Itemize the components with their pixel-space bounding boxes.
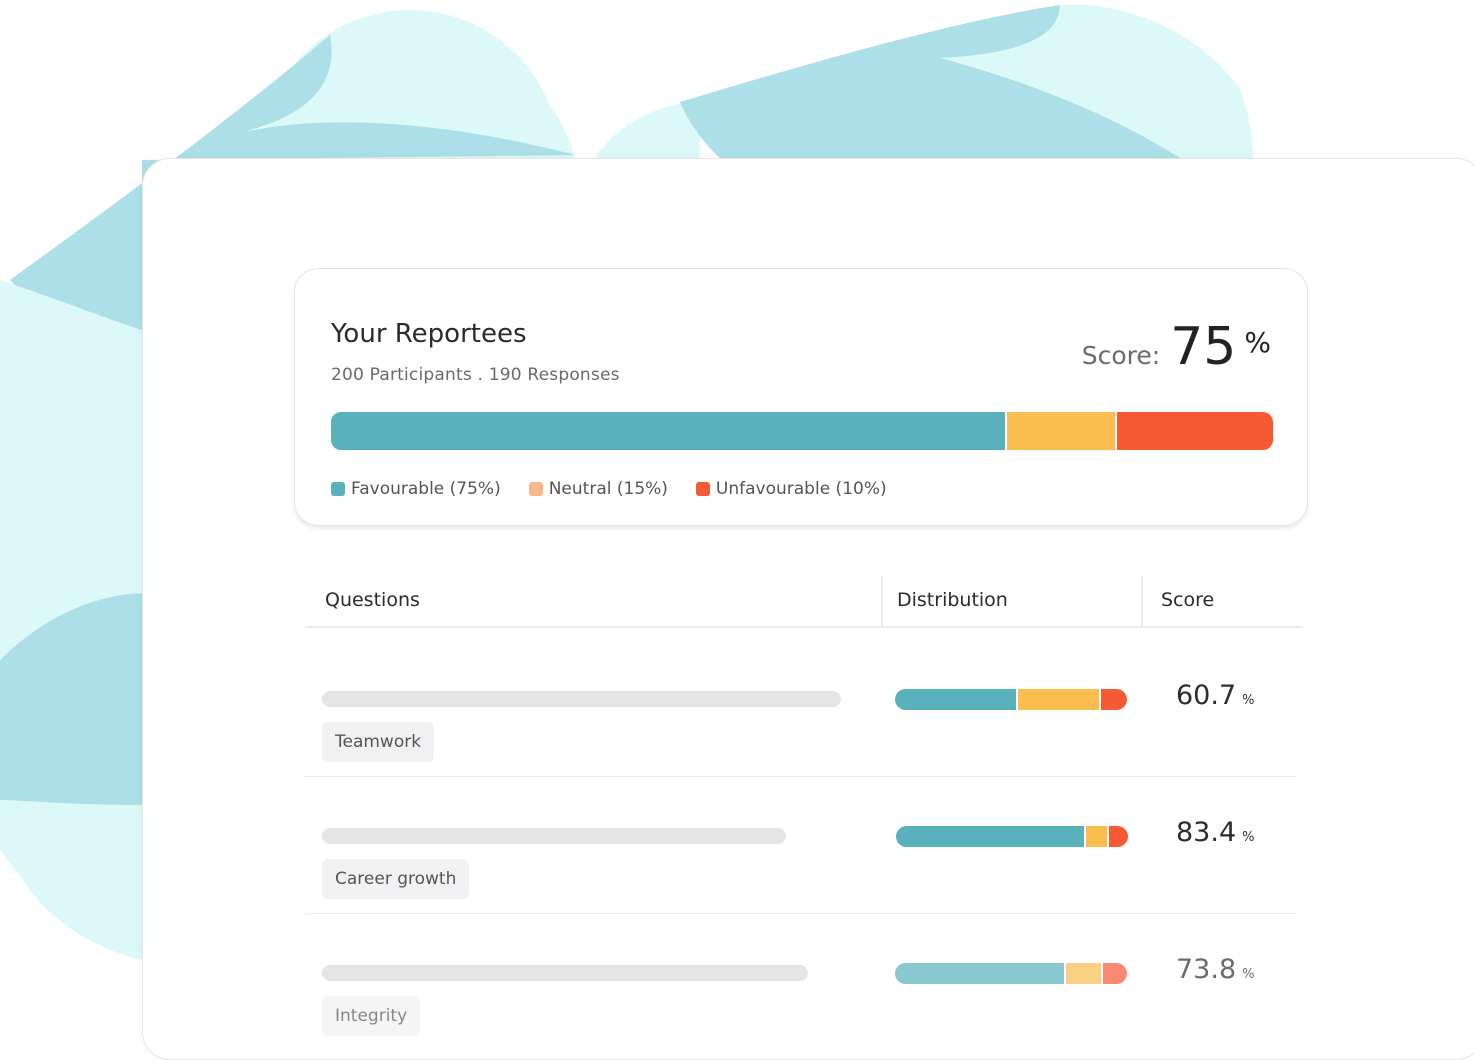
unfavourable-segment: [1101, 963, 1127, 984]
legend-label: Neutral (15%): [548, 479, 668, 499]
question-text-placeholder: [322, 965, 808, 981]
legend-swatch: [528, 482, 543, 496]
table-header: Questions Distribution Score: [305, 576, 1303, 628]
header-divider: [1141, 576, 1143, 626]
row-score: 83.4 %: [1176, 817, 1254, 848]
row-distribution-bar: [896, 826, 1128, 847]
header-distribution: Distribution: [897, 589, 1008, 611]
header-questions: Questions: [325, 589, 420, 611]
favourable-segment: [331, 412, 1005, 450]
row-divider: [305, 775, 1297, 777]
row-score-value: 83.4: [1176, 817, 1237, 848]
legend-swatch: [695, 482, 710, 496]
favourable-segment: [896, 826, 1084, 847]
legend-item: Neutral (15%): [528, 479, 668, 499]
overall-score: Score: 75 %: [1082, 321, 1271, 373]
row-score-unit: %: [1242, 967, 1255, 982]
table-row[interactable]: Career growth 83.4 %: [305, 777, 1297, 914]
legend-label: Unfavourable (10%): [715, 479, 887, 499]
favourable-segment: [895, 689, 1016, 710]
row-score: 60.7 %: [1176, 680, 1254, 711]
table-row[interactable]: Teamwork 60.7 %: [305, 640, 1297, 777]
legend: Favourable (75%) Neutral (15%) Unfavourabl…: [331, 479, 887, 499]
header-divider: [881, 576, 883, 626]
legend-item: Unfavourable (10%): [695, 479, 887, 499]
header-score: Score: [1161, 589, 1215, 611]
legend-label: Favourable (75%): [351, 479, 501, 499]
neutral-segment: [1064, 963, 1102, 984]
favourable-segment: [895, 963, 1065, 984]
table-row[interactable]: Integrity 73.8 %: [305, 914, 1297, 1051]
unfavourable-segment: [1099, 689, 1127, 710]
question-tag: Teamwork: [322, 722, 435, 762]
card-subtitle: 200 Participants . 190 Responses: [331, 365, 620, 385]
row-score-unit: %: [1242, 830, 1255, 845]
neutral-segment: [1083, 826, 1108, 847]
unfavourable-segment: [1114, 412, 1273, 450]
neutral-segment: [1004, 412, 1115, 450]
row-score-unit: %: [1242, 693, 1255, 708]
legend-swatch: [331, 482, 345, 496]
distribution-bar: [331, 412, 1273, 450]
unfavourable-segment: [1107, 826, 1128, 847]
question-text-placeholder: [322, 691, 841, 707]
neutral-segment: [1015, 689, 1100, 710]
row-score: 73.8 %: [1176, 954, 1254, 985]
row-score-value: 73.8: [1176, 954, 1237, 985]
question-text-placeholder: [322, 828, 786, 844]
row-score-value: 60.7: [1176, 680, 1237, 711]
score-value: 75: [1170, 317, 1237, 377]
question-tag: Career growth: [322, 859, 470, 899]
row-distribution-bar: [895, 963, 1127, 984]
summary-card: Your Reportees 200 Participants . 190 Re…: [294, 268, 1308, 526]
card-title: Your Reportees: [331, 319, 527, 349]
score-label: Score:: [1081, 341, 1161, 370]
score-unit: %: [1244, 326, 1271, 359]
question-tag: Integrity: [322, 996, 421, 1036]
legend-item: Favourable (75%): [331, 479, 501, 499]
row-divider: [305, 912, 1297, 914]
row-distribution-bar: [895, 689, 1127, 710]
